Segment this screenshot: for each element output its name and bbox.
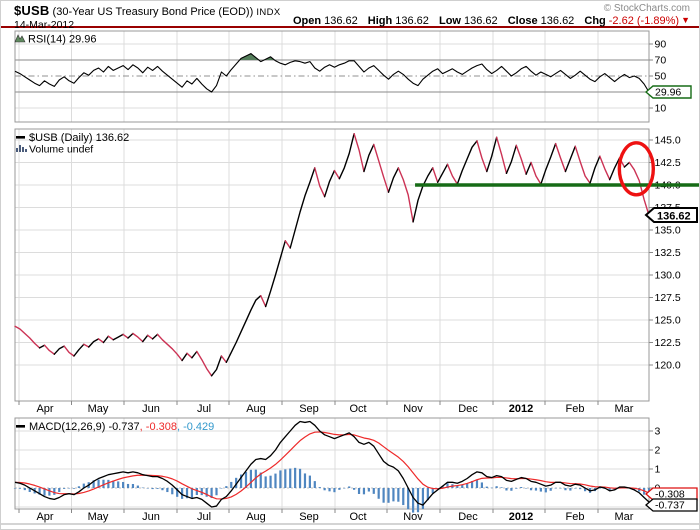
copyright-notice: © StockCharts.com xyxy=(603,3,690,14)
ticker-symbol: $USB xyxy=(14,3,50,18)
main-series-label: $USB (Daily) 136.62 xyxy=(29,132,129,144)
chg-value: -2.62 (-1.89%) xyxy=(608,15,680,27)
exchange-label: INDX xyxy=(256,7,281,18)
svg-text:Dec: Dec xyxy=(458,511,478,523)
quote-row: 14-Mar-2012 Open 136.62 High 136.62 Low 136… xyxy=(14,15,690,31)
macd-label: MACD(12,26,9) -0.737, -0.308, -0.429 xyxy=(29,421,214,433)
month-axis: Apr May Jun Jul Aug Sep Oct Nov Dec 2012 Feb Mar Apr… xyxy=(18,401,634,523)
svg-text:Mar: Mar xyxy=(615,403,634,415)
svg-text:127.5: 127.5 xyxy=(655,292,681,304)
svg-text:Oct: Oct xyxy=(349,511,366,523)
indicator-fills xyxy=(239,53,275,60)
macd-signal-badge-value: -0.308 xyxy=(655,489,685,501)
macd-value: MACD(12,26,9) -0.737 xyxy=(29,421,140,433)
high-value: 136.62 xyxy=(395,15,429,27)
svg-text:130.0: 130.0 xyxy=(655,270,681,282)
svg-text:135.0: 135.0 xyxy=(655,225,681,237)
svg-text:Jun: Jun xyxy=(142,403,160,415)
last-price-value: 136.62 xyxy=(657,210,691,222)
svg-text:2012: 2012 xyxy=(509,511,533,523)
svg-text:125.0: 125.0 xyxy=(655,315,681,327)
svg-text:Dec: Dec xyxy=(458,403,478,415)
svg-text:Jun: Jun xyxy=(142,511,160,523)
svg-text:Sep: Sep xyxy=(299,403,319,415)
instrument-title: (30-Year US Treasury Bond Price (EOD)) xyxy=(49,6,257,18)
svg-text:70: 70 xyxy=(655,55,667,67)
panel-borders xyxy=(1,30,699,525)
svg-text:50: 50 xyxy=(655,71,667,83)
volume-label: Volume undef xyxy=(29,144,93,156)
svg-text:1: 1 xyxy=(655,464,661,476)
rsi-legend: RSI(14) 29.96 xyxy=(14,34,96,46)
rsi-last-value-badge: 29.96 xyxy=(644,85,692,99)
down-arrow-icon: ▼ xyxy=(681,15,690,25)
svg-text:122.5: 122.5 xyxy=(655,337,681,349)
svg-text:Apr: Apr xyxy=(36,403,53,415)
svg-text:145.0: 145.0 xyxy=(655,135,681,147)
svg-text:120.0: 120.0 xyxy=(655,360,681,372)
svg-text:2012: 2012 xyxy=(509,403,533,415)
chart-header: $USB (30-Year US Treasury Bond Price (EO… xyxy=(1,1,699,31)
svg-text:Jul: Jul xyxy=(197,403,211,415)
svg-text:Feb: Feb xyxy=(566,511,585,523)
svg-text:132.5: 132.5 xyxy=(655,247,681,259)
low-label: Low xyxy=(438,15,461,27)
macd-line-badge-value: -0.737 xyxy=(655,500,685,512)
svg-text:2: 2 xyxy=(655,445,661,457)
svg-text:Jul: Jul xyxy=(197,511,211,523)
macd-signal-value: , -0.308 xyxy=(140,421,177,433)
svg-text:142.5: 142.5 xyxy=(655,157,681,169)
low-value: 136.62 xyxy=(463,15,498,27)
svg-text:Sep: Sep xyxy=(299,511,319,523)
svg-text:May: May xyxy=(88,403,109,415)
rsi-last-value: 29.96 xyxy=(655,87,681,99)
open-label: Open xyxy=(292,15,322,27)
data-series xyxy=(13,53,651,513)
macd-legend: MACD(12,26,9) -0.737, -0.308, -0.429 xyxy=(16,421,214,433)
macd-histogram-value: , -0.429 xyxy=(177,421,214,433)
quote-summary: Open 136.62 High 136.62 Low 136.62 Close 136… xyxy=(286,15,690,27)
close-label: Close xyxy=(507,15,538,27)
svg-text:May: May xyxy=(88,511,109,523)
svg-text:Aug: Aug xyxy=(246,403,266,415)
title-row: $USB (30-Year US Treasury Bond Price (EO… xyxy=(14,2,690,18)
macd-line-badge: -0.737 xyxy=(645,498,698,512)
rsi-label: RSI(14) 29.96 xyxy=(28,34,96,46)
gridlines xyxy=(15,31,649,509)
macd-line-legend-icon xyxy=(16,425,25,428)
svg-text:Feb: Feb xyxy=(566,403,585,415)
volume-icon xyxy=(16,145,27,152)
quote-date: 14-Mar-2012 xyxy=(14,19,75,31)
right-axis-labels: 90705010145.0142.5140.0137.5135.0132.513… xyxy=(649,39,681,514)
svg-text:Apr: Apr xyxy=(36,511,53,523)
chg-label: Chg xyxy=(584,15,606,27)
svg-text:Aug: Aug xyxy=(246,511,266,523)
close-value: 136.62 xyxy=(540,15,575,27)
svg-text:Nov: Nov xyxy=(403,403,423,415)
last-price-badge: 136.62 xyxy=(644,207,698,223)
svg-text:90: 90 xyxy=(655,39,667,51)
rsi-legend-icon xyxy=(14,34,26,43)
main-legend: $USB (Daily) 136.62 Volume undef xyxy=(16,132,129,156)
svg-text:10: 10 xyxy=(655,103,667,115)
svg-text:3: 3 xyxy=(655,426,661,438)
svg-text:Oct: Oct xyxy=(349,403,366,415)
price-line-legend-icon xyxy=(16,136,25,139)
svg-text:Nov: Nov xyxy=(403,511,423,523)
svg-text:Mar: Mar xyxy=(615,511,634,523)
open-value: 136.62 xyxy=(324,15,358,27)
high-label: High xyxy=(367,15,393,27)
macd-signal-badge: -0.308 xyxy=(645,487,698,501)
annotation-circle xyxy=(617,141,656,197)
